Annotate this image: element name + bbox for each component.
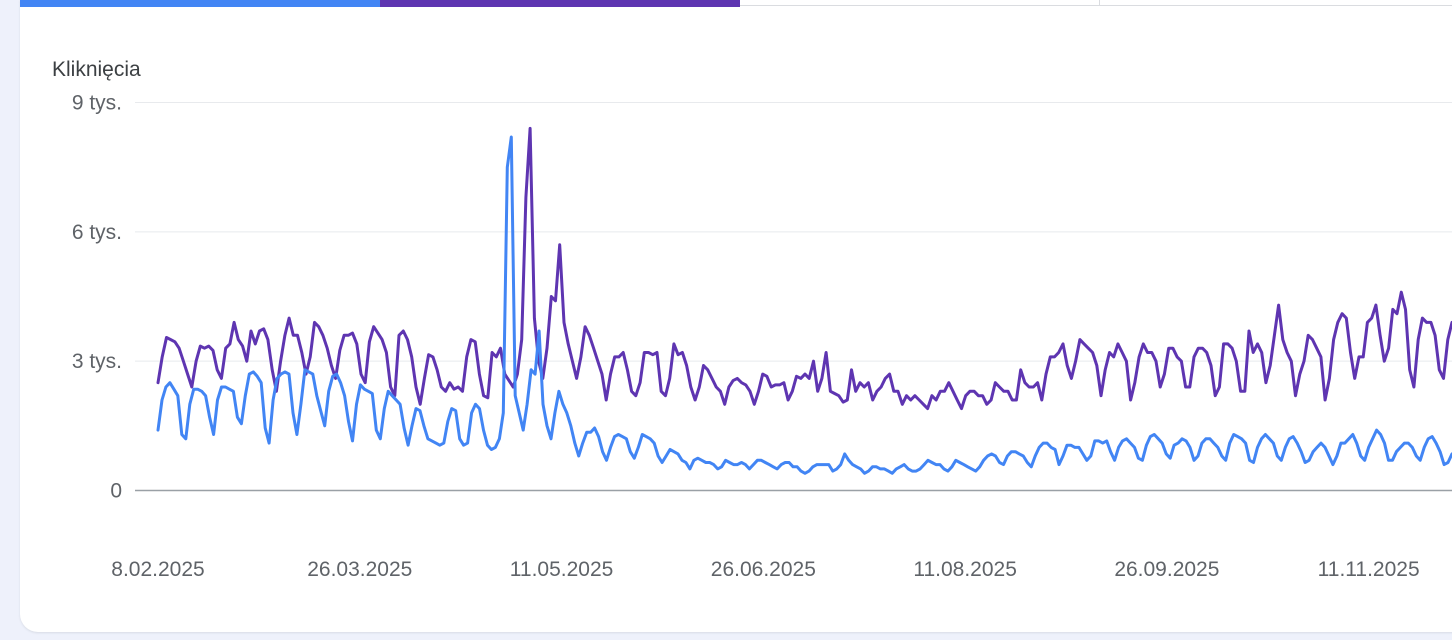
x-tick-label: 26.03.2025 <box>307 558 412 581</box>
y-tick-label: 6 tys. <box>72 221 122 244</box>
x-tick-label: 11.05.2025 <box>510 558 614 581</box>
x-tick-label: 11.08.2025 <box>913 558 1017 581</box>
series-line-1 <box>156 126 1452 411</box>
chart-series <box>156 126 1452 475</box>
x-tick-label: 11.11.2025 <box>1318 558 1420 581</box>
y-axis-ticks: 0 3 tys. 6 tys. 9 tys. <box>72 92 122 503</box>
x-tick-label: 8.02.2025 <box>111 558 204 581</box>
chart-gridlines <box>135 102 1452 492</box>
y-axis-label: Kliknięcia <box>52 58 141 81</box>
metric-tab-impressions[interactable] <box>380 0 740 7</box>
chart-card <box>20 0 1452 632</box>
x-tick-label: 26.09.2025 <box>1114 558 1219 581</box>
x-axis-ticks: 8.02.2025 26.03.2025 11.05.2025 26.06.2025 1… <box>111 558 1419 581</box>
metric-tab-ctr[interactable] <box>740 0 1100 6</box>
metric-tabs <box>20 0 1452 8</box>
x-tick-label: 26.06.2025 <box>711 558 816 581</box>
series-line-2 <box>156 135 1452 475</box>
metric-tab-clicks[interactable] <box>20 0 380 7</box>
y-tick-label: 9 tys. <box>72 92 122 115</box>
y-tick-label: 0 <box>110 480 122 503</box>
y-tick-label: 3 tys. <box>72 350 122 373</box>
metric-tab-position[interactable] <box>1100 0 1452 6</box>
